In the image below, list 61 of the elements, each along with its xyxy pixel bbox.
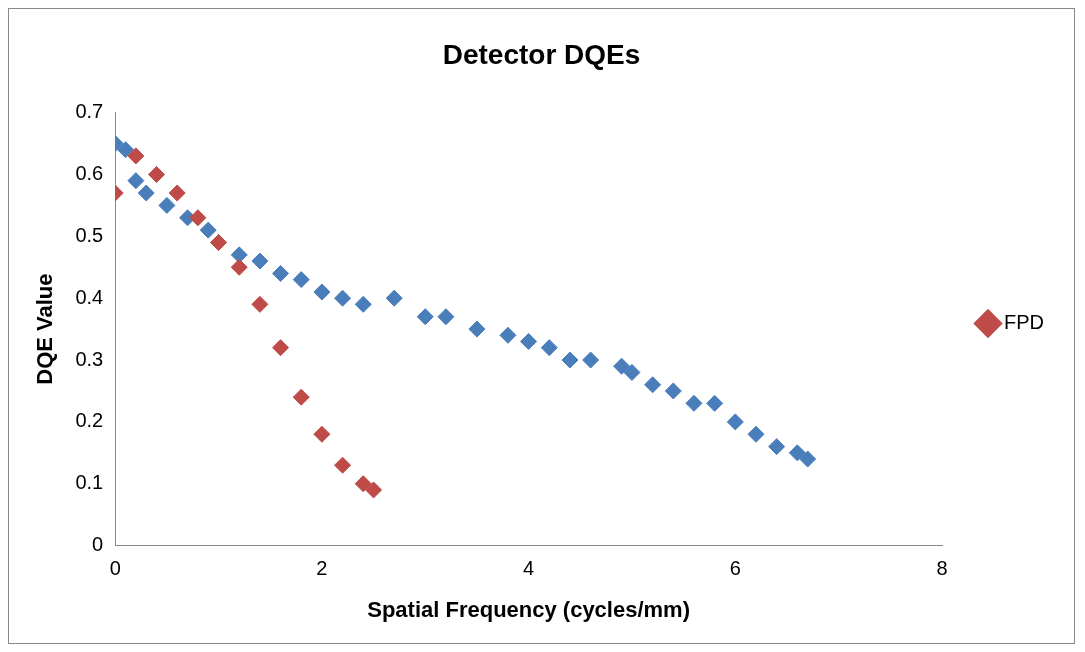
y-tick-label: 0.7 <box>75 100 104 123</box>
point <box>199 221 217 239</box>
y-tick-label: 0.3 <box>75 347 104 370</box>
point <box>354 475 372 493</box>
point <box>623 363 641 381</box>
y-axis-title: DQE Value <box>32 273 58 385</box>
point <box>664 382 682 400</box>
legend-label: FPD <box>1004 311 1044 334</box>
point <box>788 444 806 462</box>
point <box>148 165 166 183</box>
point <box>313 425 331 443</box>
point <box>726 413 744 431</box>
point <box>385 289 403 307</box>
point <box>354 295 372 313</box>
x-tick-label: 8 <box>936 557 948 580</box>
point <box>685 394 703 412</box>
point <box>230 246 248 264</box>
point <box>251 252 269 270</box>
point <box>416 308 434 326</box>
y-tick-label: 0.4 <box>75 285 104 308</box>
point <box>365 481 383 499</box>
point <box>168 184 186 202</box>
point <box>520 332 538 350</box>
y-tick-label: 0.2 <box>75 409 104 432</box>
point <box>272 339 290 357</box>
point <box>468 320 486 338</box>
point <box>499 326 517 344</box>
x-tick-label: 6 <box>729 557 741 580</box>
point <box>230 258 248 276</box>
x-tick-label: 4 <box>523 557 535 580</box>
point <box>127 147 145 165</box>
point <box>334 289 352 307</box>
x-axis-title: Spatial Frequency (cycles/mm) <box>367 596 690 622</box>
y-tick-label: 0.6 <box>75 161 104 184</box>
x-tick-label: 2 <box>316 557 328 580</box>
point <box>799 450 817 468</box>
point <box>292 271 310 289</box>
point <box>158 196 176 214</box>
chart-title: Detector DQEs <box>442 38 641 70</box>
point <box>137 184 155 202</box>
y-tick-label: 0 <box>92 533 104 556</box>
point <box>127 172 145 190</box>
point <box>644 376 662 394</box>
point <box>437 308 455 326</box>
point <box>292 388 310 406</box>
y-tick-label: 0.1 <box>75 471 104 494</box>
point <box>117 141 135 159</box>
point <box>613 357 631 375</box>
point <box>251 295 269 313</box>
point <box>334 456 352 474</box>
point <box>582 351 600 369</box>
point <box>272 264 290 282</box>
point <box>540 339 558 357</box>
point <box>561 351 579 369</box>
point <box>706 394 724 412</box>
point <box>189 209 207 227</box>
x-tick-label: 0 <box>109 557 121 580</box>
y-tick-label: 0.5 <box>75 223 104 246</box>
point <box>768 438 786 456</box>
point <box>747 425 765 443</box>
point <box>313 283 331 301</box>
